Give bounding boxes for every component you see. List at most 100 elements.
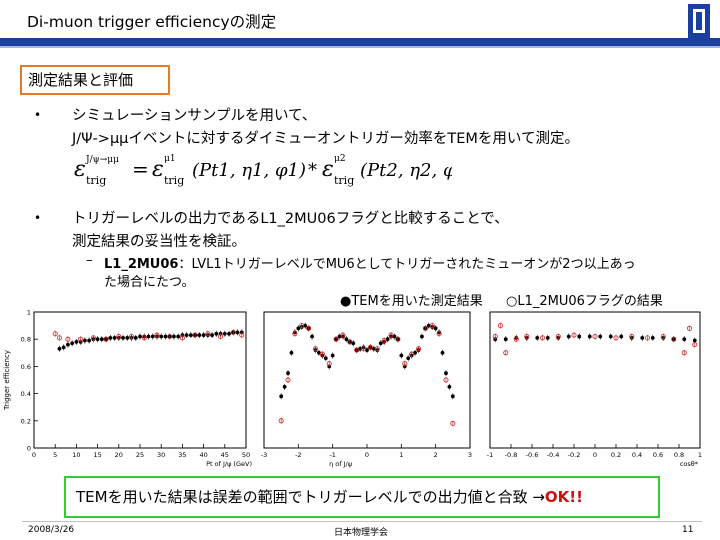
plot-panel-1: 0 5 10 15 20 25 30 35 40 45 50 0 0.2 0.4 0.6 0.8 1 Trigge… [3,309,252,469]
x-tick-label: 1 [698,451,702,459]
data-point-l1 [354,347,360,353]
x-tick-label: 0.8 [674,451,684,459]
data-point-l1 [154,332,160,338]
data-point-tem [344,337,349,342]
data-point-tem [184,333,189,338]
data-point-tem [598,334,603,339]
data-point-tem [450,394,455,399]
data-point-l1 [402,361,408,367]
data-point-l1 [192,332,198,338]
y-tick-label: 1 [27,309,31,317]
data-point-l1 [450,421,456,427]
data-point-tem [296,326,301,331]
x-tick-label: 40 [199,451,207,459]
data-point-l1 [333,336,339,342]
data-point-tem [577,334,582,339]
section-heading: 測定結果と評価 [20,65,170,95]
data-point-tem [640,335,645,340]
y-tick-label: 0 [27,445,31,453]
legend-l1: ○L1_2MU06フラグの結果 [506,294,663,309]
data-point-l1 [326,361,332,367]
data-point-l1 [141,335,147,341]
data-point-l1 [629,333,635,339]
data-point-l1 [687,325,693,331]
data-point-tem [289,350,294,355]
formula-args-1: (Pt1, η1, φ1) [192,160,306,181]
data-point-l1 [592,333,598,339]
slide-title: Di-muon trigger efficiencyの測定 [27,13,277,31]
data-point-tem [146,334,151,339]
data-point-tem [433,326,438,331]
data-point-l1 [205,331,211,337]
data-point-tem [323,356,328,361]
data-point-l1 [681,350,687,356]
sub-bullet-line-1: L1_2MU06：LVL1トリガーレベルでMU6としてトリガーされたミューオンが… [104,253,636,272]
formula-sup-1: μ1 [164,154,176,164]
data-point-tem [108,335,113,340]
data-point-l1 [116,333,122,339]
x-tick-label: -0.8 [505,451,518,459]
data-point-l1 [285,377,291,383]
data-point-l1 [52,331,58,337]
y-tick-label: 0.6 [21,363,31,371]
data-point-tem [420,334,424,339]
data-point-tem [682,337,687,342]
data-point-tem [74,340,79,344]
data-point-tem [214,331,219,336]
data-point-l1 [278,418,284,424]
x-tick-label: -1 [487,451,493,459]
data-point-tem [70,341,75,346]
sub-bullet-line-1-rest: ：LVL1トリガーレベルでMU6としてトリガーされたミューオンが2つ以上あっ [178,257,636,272]
svg-text:=: = [132,157,149,181]
data-point-tem [286,371,290,376]
data-point-tem [378,341,383,346]
x-tick-label: 0.2 [611,451,621,459]
data-point-tem [188,333,193,338]
data-point-l1 [540,335,546,341]
data-point-tem [406,356,411,361]
data-point-l1 [78,336,84,342]
flag-name: L1_2MU06 [104,257,179,272]
x-tick-label: 0.4 [632,451,642,459]
data-point-l1 [571,332,577,338]
x-axis-label: η of J/ψ [329,460,352,468]
data-point-tem [399,353,404,358]
svg-text:*: * [308,160,317,181]
x-tick-label: 50 [242,451,250,459]
plot-panel-2: -3 -2 -1 0 1 2 3 η of J/ψ [261,311,472,468]
data-point-tem [566,334,571,339]
x-tick-label: 20 [115,451,123,459]
svg-text:ε: ε [152,157,164,182]
bullet-marker: • [34,108,42,122]
data-point-tem [210,333,214,338]
data-point-tem [57,346,62,351]
data-point-l1 [361,346,367,352]
data-point-tem [150,334,155,339]
data-point-tem [650,335,655,340]
x-tick-label: 0 [593,451,597,459]
x-axis-label: Pt of J/ψ (GeV) [206,460,252,468]
data-point-tem [138,334,142,339]
svg-text:ε: ε [322,157,334,182]
data-point-l1 [65,336,71,342]
data-point-l1 [340,332,346,338]
data-point-l1 [374,346,380,352]
data-point-l1 [436,331,442,337]
data-point-l1 [613,335,619,341]
data-point-l1 [179,335,185,341]
x-tick-label: 15 [93,451,101,459]
svg-text:ε: ε [74,157,86,182]
formula-sup-2: μ2 [334,154,346,164]
plot-frame [33,311,247,449]
data-point-tem [535,335,540,340]
conclusion-ok: OK!! [544,488,583,506]
data-point-l1 [492,333,498,339]
y-tick-label: 0.8 [21,336,31,344]
x-tick-label: 10 [72,451,80,459]
sub-bullet-line-2: た場合にたつ。 [104,275,195,290]
data-point-tem [133,335,138,340]
data-point-tem [503,337,508,342]
x-tick-label: 5 [53,451,57,459]
data-point-tem [392,334,397,339]
